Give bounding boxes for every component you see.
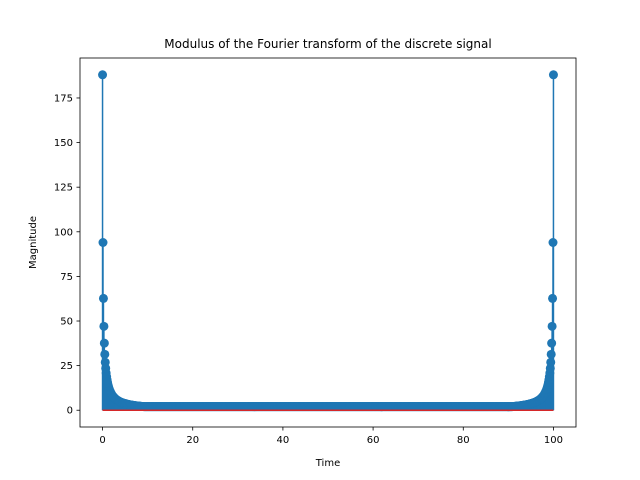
data-point [100, 349, 110, 359]
data-point [548, 293, 558, 303]
data-point [546, 357, 556, 367]
axes: 0 20 40 60 80 100 0 25 50 75 100 125 150 175 [54, 57, 577, 446]
y-tick-label: 125 [54, 183, 73, 194]
y-tick-label: 0 [67, 406, 73, 417]
data-point [548, 70, 558, 80]
y-tick-label: 150 [54, 138, 73, 149]
x-tick-label: 100 [544, 435, 563, 446]
y-tick-label: 25 [60, 361, 73, 372]
data-point [548, 238, 558, 247]
x-axis-label: Time [315, 458, 340, 469]
y-tick-label: 50 [60, 317, 73, 328]
data-point [98, 70, 108, 80]
axes-frame [79, 57, 577, 428]
data-point [546, 349, 556, 359]
stem-markers [98, 70, 558, 412]
data-point [547, 321, 557, 331]
x-tick-label: 40 [277, 435, 290, 446]
y-axis-label: Magnitude [28, 216, 39, 269]
y-tick-label: 175 [54, 93, 73, 104]
y-tick-label: 100 [54, 227, 73, 238]
data-point [98, 293, 108, 303]
x-tick-label: 60 [367, 435, 380, 446]
data-point [99, 338, 109, 348]
y-tick-label: 75 [60, 272, 73, 283]
data-point [99, 321, 109, 331]
x-tick-label: 0 [99, 435, 105, 446]
chart-title: Modulus of the Fourier transform of the … [164, 37, 491, 51]
data-point [547, 338, 557, 348]
x-tick-label: 20 [186, 435, 199, 446]
data-point [98, 238, 108, 247]
x-tick-label: 80 [457, 435, 470, 446]
plot-area [98, 70, 558, 412]
